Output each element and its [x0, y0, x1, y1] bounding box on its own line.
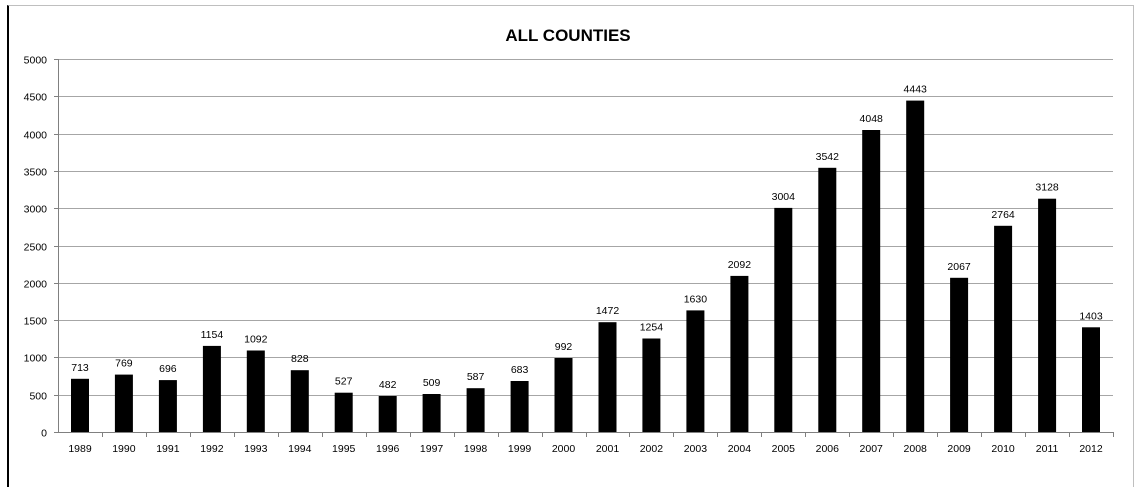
data-label: 587 — [467, 371, 485, 383]
x-tick-label: 2012 — [1079, 443, 1103, 455]
data-label: 527 — [335, 376, 353, 388]
y-tick-label: 5000 — [24, 55, 48, 67]
bar — [114, 374, 133, 432]
data-label: 2067 — [947, 261, 971, 273]
data-label: 1092 — [244, 334, 268, 346]
bar — [906, 100, 925, 432]
data-label: 1254 — [640, 322, 664, 334]
data-label: 3128 — [1035, 182, 1059, 194]
axes: 0 500 1000 1500 2000 2500 3000 3500 4000 4500 5000… — [24, 55, 1114, 455]
bar — [422, 394, 441, 432]
y-tick-label: 1500 — [24, 316, 48, 328]
bar — [290, 370, 309, 432]
y-tick-label: 3500 — [24, 167, 48, 179]
bar — [1082, 327, 1100, 432]
data-label: 3542 — [816, 151, 840, 163]
y-tick-label: 1000 — [24, 353, 48, 365]
x-tick-label: 2005 — [772, 443, 796, 455]
bar — [378, 396, 397, 432]
x-tick-label: 1992 — [200, 443, 224, 455]
x-tick-label: 1993 — [244, 443, 268, 455]
x-tick-label: 1991 — [156, 443, 180, 455]
x-tick-label: 1995 — [332, 443, 356, 455]
bar — [862, 130, 881, 432]
bar — [950, 277, 969, 432]
data-label: 509 — [423, 377, 441, 389]
data-label: 2764 — [991, 209, 1015, 221]
chart-title: ALL COUNTIES — [505, 26, 630, 45]
bar — [466, 388, 485, 432]
bar — [71, 378, 89, 432]
data-label: 1630 — [684, 293, 708, 305]
data-label: 1403 — [1079, 310, 1103, 322]
x-tick-label: 2010 — [991, 443, 1015, 455]
bar — [642, 338, 661, 432]
x-tick-label: 2007 — [860, 443, 884, 455]
bar — [774, 207, 793, 432]
bar — [334, 392, 353, 432]
bar — [554, 358, 573, 432]
data-label: 769 — [115, 358, 133, 370]
x-tick-label: 1997 — [420, 443, 444, 455]
x-tick-label: 1999 — [508, 443, 532, 455]
bar — [730, 275, 749, 432]
x-tick-label: 2002 — [640, 443, 664, 455]
data-label: 828 — [291, 353, 309, 365]
bar — [202, 345, 221, 432]
x-tick-label: 2009 — [947, 443, 971, 455]
x-tick-label: 2008 — [904, 443, 928, 455]
x-tick-label: 2001 — [596, 443, 620, 455]
data-label: 683 — [511, 364, 529, 376]
x-tick-label: 1989 — [68, 443, 92, 455]
x-tick-label: 1990 — [112, 443, 136, 455]
data-label: 1154 — [201, 329, 224, 341]
bar — [818, 167, 837, 433]
x-tick-label: 2003 — [684, 443, 708, 455]
data-label: 482 — [379, 379, 397, 391]
data-label: 1472 — [596, 305, 620, 317]
data-labels: 713 769 696 1154 1092 828 527 482 509 587 683 992 14… — [71, 84, 1103, 391]
y-tick-label: 2500 — [24, 242, 48, 254]
gridlines — [58, 59, 1113, 396]
y-tick-label: 500 — [29, 391, 47, 403]
x-tick-label: 1998 — [464, 443, 488, 455]
y-tick-label: 4000 — [24, 130, 48, 142]
x-tick-label: 2011 — [1036, 443, 1059, 455]
data-label: 3004 — [772, 191, 796, 203]
y-tick-label: 3000 — [24, 204, 48, 216]
bar — [994, 225, 1013, 432]
bar — [598, 322, 617, 432]
x-tick-label: 1994 — [288, 443, 312, 455]
data-label: 696 — [159, 363, 177, 375]
bar — [686, 310, 705, 432]
x-tick-label: 1996 — [376, 443, 400, 455]
y-tick-label: 0 — [41, 428, 47, 440]
bar — [1038, 198, 1057, 432]
bars — [71, 100, 1100, 433]
bar — [246, 350, 265, 432]
data-label: 2092 — [728, 259, 752, 271]
y-tick-label: 4500 — [24, 92, 48, 104]
x-tick-label: 2004 — [728, 443, 752, 455]
bar — [158, 380, 177, 432]
data-label: 4048 — [860, 113, 884, 125]
data-label: 992 — [555, 341, 573, 353]
bar — [510, 381, 529, 432]
data-label: 713 — [71, 362, 89, 374]
y-tick-label: 2000 — [24, 279, 48, 291]
x-tick-label: 2006 — [816, 443, 840, 455]
x-tick-label: 2000 — [552, 443, 576, 455]
data-label: 4443 — [904, 84, 928, 96]
